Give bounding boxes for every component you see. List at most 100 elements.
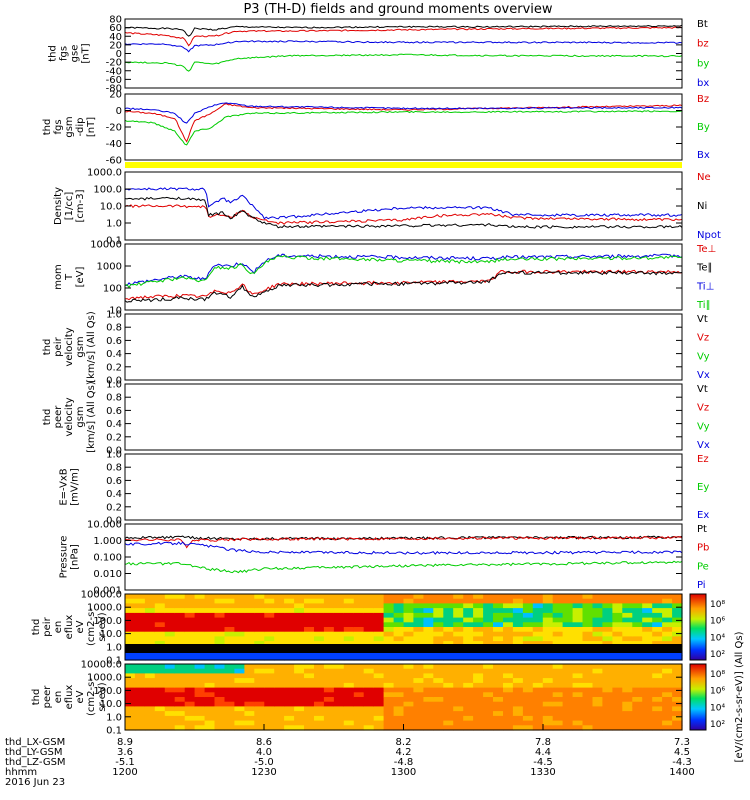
panel-peir-velocity: 1.0 0.8 0.6 0.4 0.2 0.0 thd peir velocity gsm [km/… bbox=[42, 310, 710, 387]
ytick-label-fgs-gsm-1: 0 bbox=[116, 106, 122, 117]
colorbar-peir-spectrogram bbox=[689, 593, 707, 661]
ytick-label-efield-2: 0.6 bbox=[106, 476, 122, 487]
legend-peir-velocity-3: Vx bbox=[697, 370, 710, 381]
spectrogram-peir-spectrogram bbox=[125, 594, 683, 661]
ylabel-line-temperature-1: T bbox=[64, 273, 75, 281]
ylabel-line-peer-spectrogram-6: sr-eV) bbox=[97, 682, 108, 711]
legend-efield-1: Ey bbox=[697, 482, 709, 493]
ylabel-line-peer-spectrogram-1: peer bbox=[42, 685, 53, 709]
axes-frame-peer-velocity bbox=[124, 383, 683, 451]
colorbar-tick-peer-spectrogram-0: 10⁸ bbox=[710, 670, 725, 680]
ylabel-line-peir-velocity-0: thd bbox=[42, 339, 53, 356]
series-pressure-2 bbox=[124, 560, 683, 574]
ytick-label-peer-velocity-3: 0.4 bbox=[106, 419, 122, 430]
ylabel-line-fgs-gsm-0: thd bbox=[42, 119, 53, 136]
ylabel-peir-velocity: thd peir velocity gsm [km/s] (All Qs) bbox=[42, 311, 97, 383]
ylabel-line-peir-spectrogram-0: thd bbox=[31, 619, 42, 636]
ytick-label-efield-4: 0.2 bbox=[106, 502, 122, 513]
ylabel-peer-spectrogram: thd peer en eflux eV (cm2-s-sr-eV) bbox=[31, 678, 108, 716]
ylabel-line-density-1: [1/cc] bbox=[64, 192, 75, 221]
ephem-label-3: hhmm bbox=[5, 767, 37, 778]
ytick-label-peir-velocity-2: 0.6 bbox=[106, 336, 122, 347]
ytick-label-fgs-gse-6: -40 bbox=[106, 66, 122, 77]
ephem-label-2: thd_LZ-GSM bbox=[5, 757, 66, 768]
axes-frame-fgs-gsm bbox=[124, 93, 683, 161]
ytick-label-fgs-gse-8: -80 bbox=[106, 84, 122, 95]
ylabel-line-peir-spectrogram-5: (cm2-s- bbox=[86, 608, 97, 646]
legend-fgs-gsm-2: Bx bbox=[697, 150, 710, 161]
ytick-label-fgs-gse-1: 60 bbox=[109, 23, 122, 34]
ytick-label-fgs-gsm-2: -20 bbox=[106, 123, 122, 134]
ylabel-line-peer-spectrogram-5: (cm2-s- bbox=[86, 678, 97, 716]
colorbar-tick-peir-spectrogram-3: 10² bbox=[710, 650, 725, 660]
ephem-value-3-4: 1400 bbox=[669, 767, 694, 778]
legend-pressure-3: Pi bbox=[697, 580, 706, 591]
ylabel-line-peir-spectrogram-4: eV bbox=[75, 620, 86, 633]
ephem-value-1-4: 4.5 bbox=[674, 747, 690, 758]
ylabel-line-peir-velocity-3: gsm bbox=[75, 336, 86, 357]
ylabel-temperature: mom T [eV] bbox=[53, 264, 86, 290]
ytick-label-fgs-gsm-4: -60 bbox=[106, 156, 122, 167]
legend-density-2: Npot bbox=[697, 230, 721, 241]
legend-pressure-2: Pe bbox=[697, 561, 709, 572]
series-fgs-gse-0 bbox=[124, 24, 683, 37]
series-density-1 bbox=[124, 196, 683, 229]
ytick-label-peir-spectrogram-4: 1.0 bbox=[106, 642, 122, 653]
series-density-2 bbox=[124, 187, 683, 220]
ytick-label-density-2: 10.0 bbox=[100, 202, 122, 213]
ytick-label-pressure-4: 0.001 bbox=[93, 586, 122, 597]
ytick-label-peer-velocity-0: 1.0 bbox=[106, 380, 122, 391]
ytick-label-temperature-0: 10000 bbox=[90, 240, 122, 251]
ytick-label-fgs-gse-0: 80 bbox=[109, 15, 122, 26]
legend-fgs-gsm-1: By bbox=[697, 122, 710, 133]
series-temperature-1 bbox=[124, 270, 683, 303]
ylabel-line-peer-spectrogram-0: thd bbox=[31, 689, 42, 706]
axes-frame-pressure bbox=[124, 523, 683, 591]
ylabel-fgs-gsm: thd fgs gsm -dip [nT] bbox=[42, 116, 97, 137]
ephem-value-0-0: 8.9 bbox=[117, 737, 133, 748]
ytick-label-fgs-gse-5: -20 bbox=[106, 58, 122, 69]
ephem-value-3-2: 1300 bbox=[391, 767, 416, 778]
chart-title: P3 (TH-D) fields and ground moments over… bbox=[243, 2, 552, 17]
ytick-label-peer-velocity-4: 0.2 bbox=[106, 432, 122, 443]
ephem-value-0-1: 8.6 bbox=[256, 737, 272, 748]
ephem-value-0-3: 7.8 bbox=[535, 737, 551, 748]
ephem-value-3-3: 1330 bbox=[530, 767, 555, 778]
ylabel-fgs-gse: thd fgs gse [nT] bbox=[48, 43, 92, 63]
ylabel-peir-spectrogram: thd peir en eflux eV (cm2-s-sr-eV) bbox=[31, 608, 108, 646]
panel-density: 1000.0 100.0 10.0 1.0 0.1 Density [1/cc] [cm-3]… bbox=[53, 168, 721, 247]
ylabel-line-pressure-1: [nPa] bbox=[70, 544, 81, 570]
legend-fgs-gse-2: by bbox=[697, 58, 709, 69]
series-fgs-gse-2 bbox=[124, 53, 683, 72]
ephem-value-2-2: -4.8 bbox=[394, 757, 414, 768]
ephem-date: 2016 Jun 23 bbox=[5, 777, 65, 788]
ytick-label-pressure-3: 0.010 bbox=[93, 569, 122, 580]
ytick-label-density-0: 1000.0 bbox=[87, 168, 122, 179]
legend-peer-velocity-3: Vx bbox=[697, 440, 710, 451]
ytick-label-efield-5: 0.0 bbox=[106, 516, 122, 527]
panel-efield: 1.0 0.8 0.6 0.4 0.2 0.0 E=-VxB [mV/m] Ez Ey Ex bbox=[59, 450, 710, 527]
legend-temperature-1: Te∥ bbox=[696, 263, 713, 274]
ylabel-line-peer-velocity-1: peer bbox=[53, 405, 64, 429]
series-temperature-0 bbox=[124, 269, 683, 301]
ylabel-line-peir-velocity-2: velocity bbox=[64, 327, 75, 366]
ylabel-efield: E=-VxB [mV/m] bbox=[59, 468, 81, 506]
ytick-label-pressure-1: 1.000 bbox=[93, 536, 122, 547]
spectrogram-peer-spectrogram bbox=[125, 664, 683, 731]
series-pressure-1 bbox=[124, 535, 683, 549]
ytick-label-fgs-gse-3: 20 bbox=[109, 40, 122, 51]
ytick-label-peir-spectrogram-5: 0.1 bbox=[106, 656, 122, 667]
legend-peir-velocity-1: Vz bbox=[697, 333, 709, 344]
ytick-label-peir-velocity-0: 1.0 bbox=[106, 310, 122, 321]
ytick-label-fgs-gsm-0: 20 bbox=[109, 90, 122, 101]
ytick-label-efield-0: 1.0 bbox=[106, 450, 122, 461]
ylabel-line-fgs-gse-1: fgs bbox=[59, 46, 70, 61]
ylabel-line-fgs-gsm-1: fgs bbox=[53, 119, 64, 134]
ytick-label-peir-spectrogram-1: 1000.0 bbox=[87, 603, 122, 614]
ephem-value-2-0: -5.1 bbox=[115, 757, 135, 768]
ytick-label-fgs-gsm-3: -40 bbox=[106, 139, 122, 150]
ylabel-line-fgs-gsm-4: [nT] bbox=[86, 117, 97, 137]
series-pressure-3 bbox=[124, 541, 683, 555]
ytick-label-peir-spectrogram-0: 10000.0 bbox=[81, 590, 122, 601]
